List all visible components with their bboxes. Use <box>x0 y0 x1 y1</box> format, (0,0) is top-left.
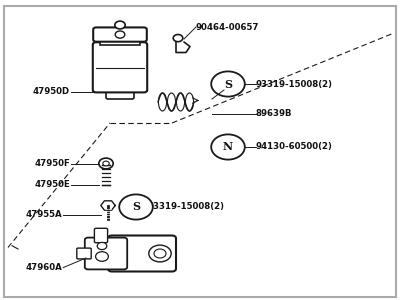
Text: S: S <box>224 79 232 89</box>
Circle shape <box>173 34 183 42</box>
Text: S: S <box>132 202 140 212</box>
Circle shape <box>211 134 245 160</box>
Circle shape <box>115 21 125 29</box>
Text: 90464-00657: 90464-00657 <box>196 22 260 32</box>
FancyBboxPatch shape <box>93 42 147 92</box>
Text: 47960A: 47960A <box>25 263 62 272</box>
Text: 47950E: 47950E <box>34 180 70 189</box>
Text: 93319-15008(2): 93319-15008(2) <box>256 80 333 88</box>
Circle shape <box>96 252 108 261</box>
Text: 47950D: 47950D <box>33 87 70 96</box>
Text: 89639B: 89639B <box>256 110 292 118</box>
Text: 47950F: 47950F <box>34 159 70 168</box>
Circle shape <box>115 31 125 38</box>
Text: 94130-60500(2): 94130-60500(2) <box>256 142 333 152</box>
FancyBboxPatch shape <box>77 248 91 259</box>
FancyBboxPatch shape <box>93 27 147 42</box>
Text: 93319-15008(2): 93319-15008(2) <box>148 202 225 211</box>
FancyBboxPatch shape <box>4 6 396 297</box>
Circle shape <box>99 158 113 169</box>
Text: N: N <box>223 142 233 152</box>
FancyBboxPatch shape <box>106 88 134 99</box>
Circle shape <box>211 71 245 97</box>
Text: 47955A: 47955A <box>25 210 62 219</box>
FancyBboxPatch shape <box>85 238 127 269</box>
Polygon shape <box>101 201 115 210</box>
Circle shape <box>119 194 153 220</box>
Circle shape <box>97 242 107 250</box>
Circle shape <box>154 249 166 258</box>
Circle shape <box>103 161 109 166</box>
FancyBboxPatch shape <box>108 236 176 272</box>
FancyBboxPatch shape <box>94 228 108 243</box>
FancyBboxPatch shape <box>100 40 140 45</box>
Circle shape <box>149 245 171 262</box>
